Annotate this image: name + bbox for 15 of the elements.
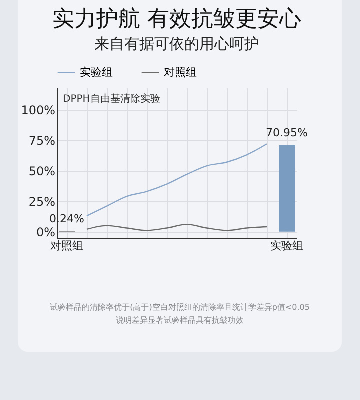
y-tick-label: 75%	[28, 134, 56, 148]
legend-label: 实验组	[80, 66, 113, 79]
text: 试验样品的清除率优于(高于)空白对照组的清除率且统计学差异p值<0.05	[49, 302, 311, 313]
y-tick-label: 50%	[28, 164, 56, 178]
y-tick-label: 25%	[28, 194, 56, 209]
y-tick-label: 100%	[21, 103, 56, 118]
line-series	[86, 224, 268, 232]
line-series	[86, 144, 268, 217]
y-tick-label: 0%	[36, 225, 56, 240]
legend-label: 对照组	[164, 66, 197, 79]
text: 说明差异显著试验样品具有抗皱功效	[115, 315, 245, 326]
chart-title: 实力护航 有效抗皱更安心	[52, 7, 302, 32]
annotation: DPPH自由基清除实验	[63, 93, 160, 105]
data-label: 70.95%	[266, 126, 308, 140]
chart-subtitle: 来自有据可依的用心呵护	[94, 35, 260, 53]
